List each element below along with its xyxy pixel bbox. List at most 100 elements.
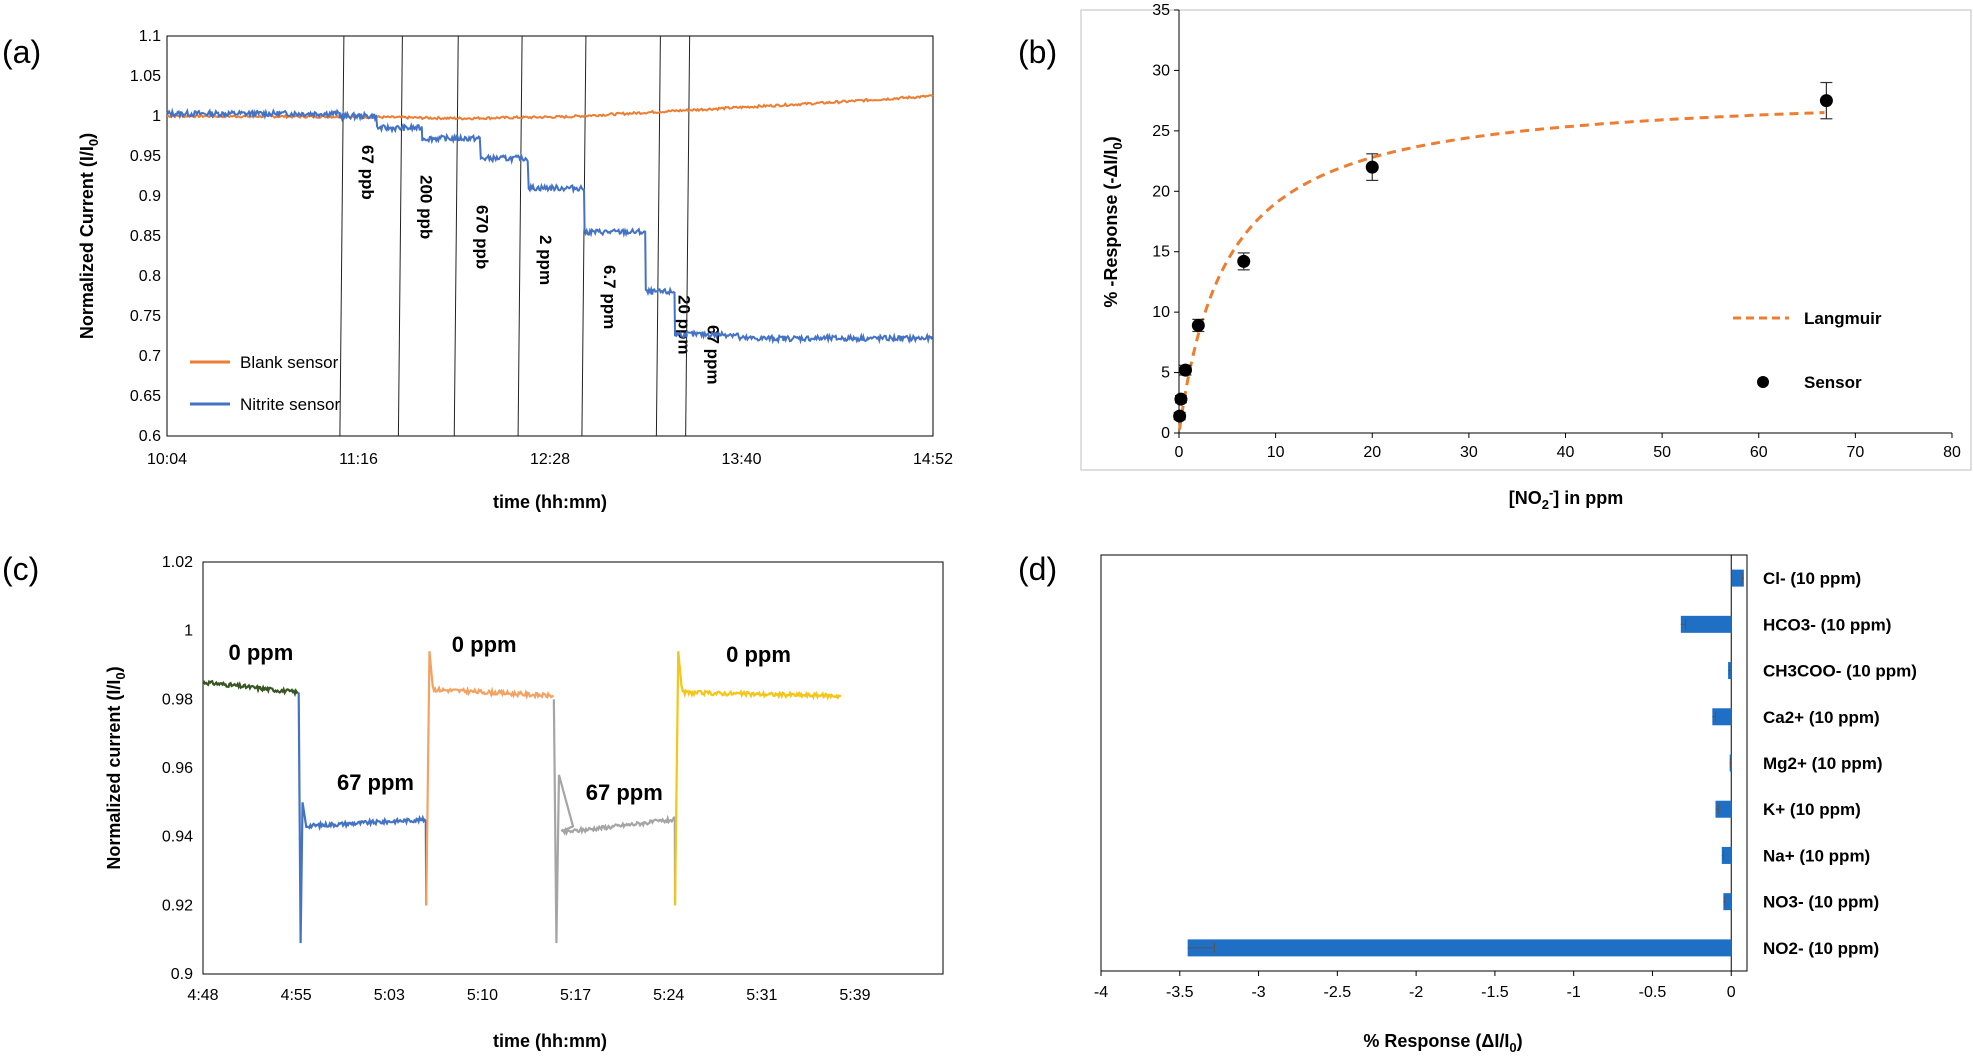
b-sensor-point bbox=[1174, 392, 1188, 406]
b-y-tick-label: 25 bbox=[1152, 123, 1170, 140]
b-x-tick-label: 60 bbox=[1750, 444, 1768, 461]
b-x-tick-label: 50 bbox=[1653, 444, 1671, 461]
c-y-tick-label: 0.98 bbox=[162, 691, 193, 708]
a-x-tick-label: 10:04 bbox=[147, 451, 187, 468]
c-x-tick-label: 5:39 bbox=[839, 987, 870, 1004]
c-y-tick-label: 1.02 bbox=[162, 554, 193, 571]
a-series-nitrite-sensor bbox=[166, 107, 934, 345]
d-x-tick-label: -0.5 bbox=[1639, 984, 1667, 1001]
c-y-tick-label: 0.9 bbox=[171, 966, 193, 983]
a-y-tick-label: 0.9 bbox=[139, 188, 161, 205]
d-bar bbox=[1723, 893, 1732, 911]
d-category-label: CH3COO- (10 ppm) bbox=[1763, 662, 1917, 681]
d-bar bbox=[1187, 939, 1732, 957]
chart-a: 0.6 0.65 0.7 0.75 0.8 0.85 0.9 0.95 1 1.05 1.1 10:… bbox=[77, 28, 953, 512]
c-x-tick-label: 5:10 bbox=[467, 987, 498, 1004]
b-sensor-point bbox=[1237, 254, 1251, 268]
a-injection-label: 200 ppb bbox=[416, 175, 435, 239]
a-y-tick-label: 0.8 bbox=[139, 268, 161, 285]
a-injection-label: 20 ppm bbox=[674, 295, 693, 355]
c-y-tick-label: 0.96 bbox=[162, 760, 193, 777]
chart-b-frame bbox=[1080, 9, 1972, 471]
d-category-label: NO2- (10 ppm) bbox=[1763, 939, 1879, 958]
a-injection-line bbox=[581, 35, 587, 437]
b-sensor-point bbox=[1191, 318, 1205, 332]
a-y-tick-label: 1 bbox=[152, 108, 161, 125]
c-x-tick-label: 5:31 bbox=[746, 987, 777, 1004]
chart-d-x-axis-label: % Response (ΔI/I0) bbox=[1363, 1031, 1522, 1055]
c-series-segment bbox=[673, 651, 842, 906]
a-y-tick-label: 0.85 bbox=[130, 228, 161, 245]
a-injection-line bbox=[397, 35, 403, 437]
chart-a-y-axis-label: Normalized Current (I/I0) bbox=[77, 133, 101, 339]
b-y-tick-label: 20 bbox=[1152, 183, 1170, 200]
c-concentration-label: 0 ppm bbox=[229, 640, 294, 665]
d-bar bbox=[1680, 615, 1732, 633]
d-category-label: Na+ (10 ppm) bbox=[1763, 846, 1870, 865]
chart-b: 0 5 10 15 20 25 30 35 0 10 20 30 40 50 60 70 80 Langmuir… bbox=[1080, 2, 1972, 512]
a-injection-line bbox=[517, 35, 523, 437]
a-x-tick-label: 12:28 bbox=[530, 451, 570, 468]
d-x-tick-label: -1 bbox=[1567, 984, 1581, 1001]
chart-d: -4 -3.5 -3 -2.5 -2 -1.5 -1 -0.5 0 Cl- (10 ppm) HC… bbox=[1094, 554, 1917, 1055]
c-series-segment bbox=[202, 679, 299, 698]
b-y-tick-label: 30 bbox=[1152, 62, 1170, 79]
d-category-label: Ca2+ (10 ppm) bbox=[1763, 708, 1880, 727]
a-injection-label: 67 ppb bbox=[358, 145, 377, 200]
chart-a-plot-area bbox=[166, 35, 934, 437]
c-x-tick-label: 5:17 bbox=[560, 987, 591, 1004]
b-sensor-point bbox=[1365, 160, 1379, 174]
b-x-tick-label: 80 bbox=[1943, 444, 1961, 461]
c-concentration-label: 0 ppm bbox=[726, 642, 791, 667]
legend-label-langmuir: Langmuir bbox=[1804, 309, 1882, 328]
a-injection-label: 6.7 ppm bbox=[600, 265, 619, 329]
b-x-tick-label: 10 bbox=[1267, 444, 1285, 461]
c-concentration-label: 0 ppm bbox=[452, 632, 517, 657]
d-x-tick-label: -2 bbox=[1409, 984, 1423, 1001]
d-bar bbox=[1715, 800, 1732, 818]
d-bar bbox=[1731, 569, 1744, 587]
c-series-segment bbox=[425, 651, 555, 906]
c-concentration-label: 67 ppm bbox=[586, 780, 663, 805]
a-y-tick-label: 0.95 bbox=[130, 148, 161, 165]
a-series-blank-sensor bbox=[166, 94, 934, 121]
c-x-tick-label: 4:55 bbox=[281, 987, 312, 1004]
legend-label-blank-sensor: Blank sensor bbox=[240, 353, 339, 372]
a-y-tick-label: 0.75 bbox=[130, 308, 161, 325]
b-x-tick-label: 0 bbox=[1175, 444, 1184, 461]
d-x-tick-label: 0 bbox=[1727, 984, 1736, 1001]
b-sensor-point bbox=[1173, 409, 1187, 423]
panel-label-a: (a) bbox=[2, 34, 41, 70]
b-langmuir-fit bbox=[1178, 111, 1825, 430]
a-injection-label: 67 ppm bbox=[704, 325, 723, 385]
legend-label-sensor: Sensor bbox=[1804, 373, 1862, 392]
d-x-tick-label: -3 bbox=[1251, 984, 1265, 1001]
panel-label-d: (d) bbox=[1018, 551, 1057, 587]
a-x-tick-label: 14:52 bbox=[913, 451, 953, 468]
a-y-tick-label: 0.7 bbox=[139, 348, 161, 365]
chart-a-x-axis-label: time (hh:mm) bbox=[493, 492, 607, 512]
b-x-tick-label: 40 bbox=[1557, 444, 1575, 461]
a-injection-line bbox=[339, 35, 345, 437]
b-y-tick-label: 5 bbox=[1161, 365, 1170, 382]
b-y-tick-label: 35 bbox=[1152, 2, 1170, 19]
legend-swatch-sensor bbox=[1757, 376, 1769, 388]
d-category-label: HCO3- (10 ppm) bbox=[1763, 615, 1891, 634]
a-x-tick-label: 11:16 bbox=[339, 451, 378, 468]
panel-label-c: (c) bbox=[2, 551, 39, 587]
b-x-tick-label: 30 bbox=[1460, 444, 1478, 461]
a-y-tick-label: 1.1 bbox=[139, 28, 161, 45]
d-x-tick-label: -4 bbox=[1094, 984, 1108, 1001]
d-x-tick-label: -1.5 bbox=[1481, 984, 1509, 1001]
c-x-tick-label: 5:03 bbox=[374, 987, 405, 1004]
chart-b-x-axis-label: [NO2-] in ppm bbox=[1509, 485, 1624, 512]
c-x-tick-label: 4:48 bbox=[187, 987, 218, 1004]
chart-c-y-axis-label: Normalized current (I/I0) bbox=[104, 666, 128, 869]
a-injection-line bbox=[685, 35, 691, 437]
panel-label-b: (b) bbox=[1018, 34, 1057, 70]
d-x-tick-label: -2.5 bbox=[1324, 984, 1352, 1001]
d-category-label: NO3- (10 ppm) bbox=[1763, 893, 1879, 912]
d-x-tick-label: -3.5 bbox=[1166, 984, 1194, 1001]
chart-d-plot-area bbox=[1100, 554, 1748, 972]
